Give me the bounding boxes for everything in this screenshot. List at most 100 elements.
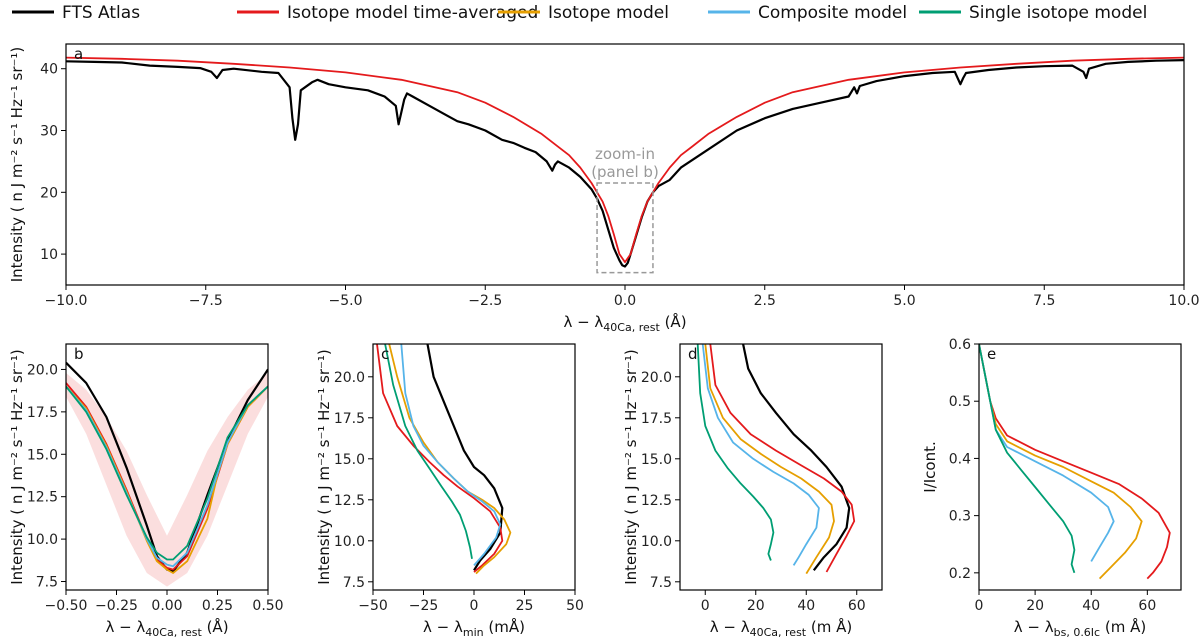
legend-label-single-isotope-model: Single isotope model	[969, 3, 1147, 23]
panel-b-letter: b	[74, 345, 84, 363]
panel-b-xtick-label: −0.50	[45, 598, 88, 614]
panel-c-ytick-label: 7.5	[343, 575, 365, 591]
panel-c-xlabel-unit: (mÅ)	[484, 617, 525, 636]
panel-e-xtick-label: 60	[1138, 598, 1156, 614]
zoom-annotation-line1: zoom-in	[595, 145, 655, 163]
panel-c-letter: c	[381, 345, 389, 363]
panel-c-xtick-label: −50	[358, 598, 388, 614]
panel-a-xlabel-sub: 40Ca, rest	[603, 321, 660, 334]
panel-c-ylabel: Intensity ( n J m⁻² s⁻¹ Hz⁻¹ sr⁻¹)	[315, 349, 333, 585]
panel-a-xtick-label: −5.0	[329, 293, 363, 309]
panel-b-ytick-label: 15.0	[27, 447, 58, 463]
panel-c-xlabel-sub: min	[463, 626, 484, 638]
panel-e-xtick-label: 40	[1082, 598, 1100, 614]
panel-c-plot	[376, 344, 512, 575]
panel-e-ytick-label: 0.3	[949, 509, 971, 525]
panel-c-xtick-label: −25	[409, 598, 439, 614]
panel-c-series-composite-model	[400, 344, 502, 566]
legend-label-composite-model: Composite model	[758, 3, 907, 23]
panel-b-xlabel: λ − λ40Ca, rest (Å)	[105, 617, 228, 638]
panel-d-ytick-label: 7.5	[650, 575, 672, 591]
panel-b-plot	[66, 361, 268, 587]
panel-e-xlabel-sub: bs, 0.6Ic	[1054, 626, 1101, 638]
panel-a-xtick-label: −10.0	[45, 293, 88, 309]
panel-b-ytick-label: 20.0	[27, 362, 58, 378]
panel-e-series-isotope-model	[979, 344, 1143, 580]
panel-a-xtick-label: 2.5	[754, 293, 776, 309]
panel-c: −50 −25 0 25 50 7.5 10.0 12.5 15.0 17.5 20.0 c λ − λ…	[315, 343, 584, 638]
panel-b-xtick-label: 0.50	[252, 598, 283, 614]
panels: zoom-in(panel b) −10.0 −7.5 −5.0 −2.5 0.0 2.5 5…	[8, 43, 1200, 638]
legend-label-fts-atlas: FTS Atlas	[62, 3, 140, 23]
panel-d-xtick-label: 0	[701, 598, 710, 614]
panel-e-xtick-label: 0	[975, 598, 984, 614]
panel-c-series-single-isotope-model	[384, 344, 473, 559]
panel-e-xlabel: λ − λbs, 0.6Ic (m Å)	[1014, 617, 1146, 638]
panel-e-ytick-label: 0.4	[949, 451, 971, 467]
panel-d-xlabel-main: λ − λ	[710, 618, 750, 636]
panel-d-xtick-label: 60	[848, 598, 866, 614]
panel-a-ytick-label: 30	[40, 124, 58, 140]
panel-e-xlabel-main: λ − λ	[1014, 618, 1054, 636]
panel-d-series-isotope-model-time-averaged	[709, 344, 856, 573]
panel-a-letter: a	[74, 45, 83, 63]
panel-b-series-single-isotope-model	[66, 385, 268, 561]
panel-e-ytick-label: 0.2	[949, 566, 971, 582]
panel-d-ytick-label: 12.5	[641, 493, 672, 509]
panel-e-xtick-label: 20	[1026, 598, 1044, 614]
panel-a-series-fts-atlas	[66, 59, 1184, 268]
panel-b-ytick-label: 12.5	[27, 490, 58, 506]
zoom-box	[596, 182, 654, 274]
legend-label-isotope-model: Isotope model	[548, 3, 669, 23]
panel-b-xlabel-main: λ − λ	[105, 618, 145, 636]
panel-d-series-composite-model	[701, 344, 820, 566]
panel-e-frame	[978, 343, 1182, 591]
panel-d-xlabel: λ − λ40Ca, rest (m Å)	[710, 617, 853, 638]
panel-e-plot	[979, 344, 1171, 580]
panel-c-ytick-label: 15.0	[334, 452, 365, 468]
panel-b-ytick-label: 7.5	[36, 575, 58, 591]
panel-d-series-fts-atlas	[742, 344, 851, 571]
panel-a-ytick-label: 40	[40, 62, 58, 78]
zoom-annotation-line2: (panel b)	[591, 163, 659, 181]
panel-e-ytick-label: 0.6	[949, 337, 971, 353]
panel-c-ytick-label: 10.0	[334, 534, 365, 550]
panel-b-xtick-label: 0.25	[202, 598, 233, 614]
panel-d-frame	[679, 343, 883, 591]
panel-c-series-isotope-model	[388, 344, 512, 575]
panel-c-series-isotope-model-time-averaged	[376, 344, 504, 573]
panel-d-series-isotope-model	[704, 344, 835, 575]
panel-d-xtick-label: 40	[797, 598, 815, 614]
panel-a-ylabel: Intensity ( n J m⁻² s⁻¹ Hz⁻¹ sr⁻¹)	[8, 47, 26, 283]
panel-e-letter: e	[987, 345, 996, 363]
panel-d-plot	[696, 344, 856, 575]
panel-b-ytick-label: 17.5	[27, 405, 58, 421]
panel-c-ytick-label: 20.0	[334, 370, 365, 386]
panel-c-series-fts-atlas	[426, 344, 504, 571]
panel-b-ytick-label: 10.0	[27, 532, 58, 548]
panel-b-ylabel: Intensity ( n J m⁻² s⁻¹ Hz⁻¹ sr⁻¹)	[8, 349, 26, 585]
panel-a-ytick-label: 10	[40, 247, 58, 263]
panel-a-series-isotope-model-time-averaged	[66, 56, 1184, 263]
panel-c-xlabel-main: λ − λ	[423, 618, 463, 636]
legend-label-isotope-model-time-averaged: Isotope model time-averaged	[287, 3, 538, 23]
panel-d-ytick-label: 20.0	[641, 370, 672, 386]
panel-c-xtick-label: 50	[566, 598, 584, 614]
panel-d-letter: d	[688, 345, 698, 363]
panel-b: −0.50 −0.25 0.00 0.25 0.50 7.5 10.0 12.5 15.0 17.…	[8, 343, 284, 638]
panel-a-xtick-label: 7.5	[1033, 293, 1055, 309]
panel-a-xtick-label: −7.5	[189, 293, 223, 309]
panel-a-ytick-label: 20	[40, 185, 58, 201]
panel-b-uncertainty-band	[66, 372, 268, 587]
panel-a-xtick-label: 5.0	[893, 293, 915, 309]
panel-e-xlabel-unit: (m Å)	[1100, 617, 1146, 636]
panel-b-xlabel-sub: 40Ca, rest	[145, 626, 202, 638]
panel-d-ytick-label: 15.0	[641, 452, 672, 468]
panel-a-xlabel: λ − λ40Ca, rest (Å)	[563, 312, 686, 334]
panel-a-xtick-label: 10.0	[1168, 293, 1199, 309]
panel-d-ylabel: Intensity ( n J m⁻² s⁻¹ Hz⁻¹ sr⁻¹)	[622, 349, 640, 585]
panel-e-series-composite-model	[979, 344, 1115, 562]
panel-d-ytick-label: 17.5	[641, 411, 672, 427]
panel-d: 0 20 40 60 7.5 10.0 12.5 15.0 17.5 20.0 d λ − λ40Ca…	[622, 343, 883, 638]
